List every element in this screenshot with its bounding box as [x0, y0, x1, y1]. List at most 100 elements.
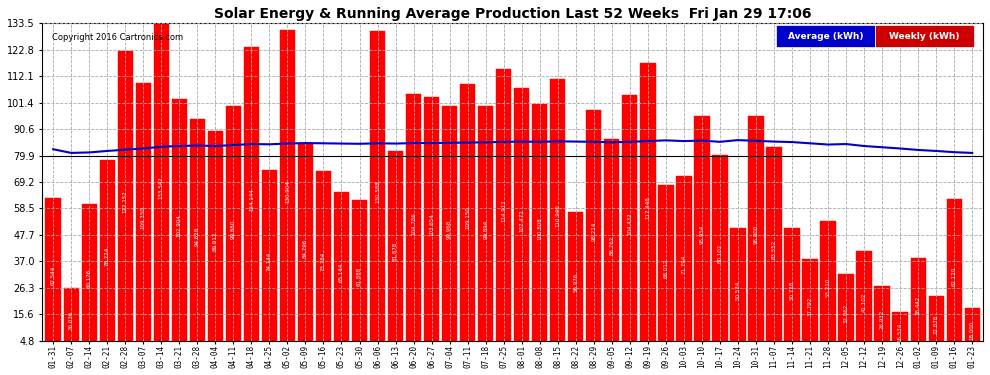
Bar	[839, 273, 853, 352]
Bar	[244, 46, 259, 352]
Text: 86.762: 86.762	[609, 236, 615, 255]
Bar	[153, 23, 169, 352]
Bar	[929, 296, 943, 352]
Text: 78.224: 78.224	[105, 246, 110, 266]
Text: 104.786: 104.786	[411, 212, 416, 235]
Bar	[784, 228, 800, 352]
Bar	[622, 95, 638, 352]
Bar	[712, 155, 728, 352]
Bar	[136, 83, 150, 352]
Bar	[334, 192, 349, 352]
Text: 96.000: 96.000	[753, 225, 758, 244]
Text: 110.940: 110.940	[555, 204, 560, 227]
Bar	[802, 260, 818, 352]
Bar	[118, 51, 133, 352]
Text: 74.144: 74.144	[267, 252, 272, 271]
Bar	[81, 204, 97, 352]
Bar	[641, 63, 655, 352]
Text: 100.808: 100.808	[538, 217, 543, 240]
Text: 71.794: 71.794	[681, 255, 686, 274]
Bar	[604, 139, 620, 352]
Bar	[893, 312, 908, 352]
Bar	[946, 200, 962, 352]
Text: 56.976: 56.976	[573, 273, 578, 292]
Text: Weekly (kWh): Weekly (kWh)	[889, 32, 959, 41]
Text: 26.036: 26.036	[68, 311, 73, 330]
Text: 53.210: 53.210	[826, 278, 831, 297]
Bar	[100, 160, 115, 352]
Bar	[208, 131, 223, 352]
Bar	[514, 88, 530, 352]
Text: 38.442: 38.442	[916, 296, 921, 315]
Bar	[316, 171, 331, 352]
Text: 130.904: 130.904	[285, 180, 290, 203]
Text: 61.888: 61.888	[357, 267, 362, 286]
Text: 130.588: 130.588	[375, 180, 380, 203]
Bar	[190, 119, 205, 352]
Bar	[748, 116, 763, 352]
Bar	[874, 286, 890, 352]
Bar	[63, 288, 79, 352]
Text: 95.954: 95.954	[699, 225, 705, 244]
Text: 99.968: 99.968	[447, 220, 452, 239]
Bar	[351, 200, 367, 352]
Text: 41.102: 41.102	[861, 292, 866, 312]
Bar	[388, 151, 403, 352]
Bar	[568, 212, 583, 352]
Bar	[478, 106, 493, 352]
Bar	[171, 99, 187, 352]
Text: 114.912: 114.912	[501, 200, 506, 222]
Text: 117.448: 117.448	[645, 196, 650, 219]
Text: 50.728: 50.728	[790, 280, 795, 300]
Text: Average (kWh): Average (kWh)	[788, 32, 863, 41]
Bar	[496, 69, 512, 352]
Text: 65.144: 65.144	[339, 262, 344, 282]
Text: 99.880: 99.880	[231, 220, 236, 239]
Text: 94.628: 94.628	[195, 226, 200, 246]
Text: 81.878: 81.878	[393, 242, 398, 261]
Bar	[731, 228, 745, 352]
Text: 73.784: 73.784	[321, 252, 326, 271]
Text: 22.878: 22.878	[934, 315, 939, 334]
Text: 60.176: 60.176	[87, 269, 92, 288]
Bar	[460, 84, 475, 352]
Text: Copyright 2016 Cartronics.com: Copyright 2016 Cartronics.com	[51, 33, 183, 42]
Text: 50.574: 50.574	[736, 280, 741, 300]
Bar	[550, 79, 565, 352]
Bar	[676, 176, 692, 352]
Title: Solar Energy & Running Average Production Last 52 Weeks  Fri Jan 29 17:06: Solar Energy & Running Average Productio…	[214, 7, 812, 21]
Text: 62.544: 62.544	[50, 266, 55, 285]
Bar	[261, 170, 277, 352]
Bar	[856, 251, 872, 352]
Bar	[964, 308, 980, 352]
Text: 102.904: 102.904	[177, 214, 182, 237]
Text: 37.792: 37.792	[808, 296, 813, 316]
Bar	[424, 97, 440, 352]
Text: 89.912: 89.912	[213, 232, 218, 251]
Bar	[46, 198, 60, 352]
Bar	[370, 31, 385, 352]
Text: 104.432: 104.432	[628, 213, 633, 235]
Text: 62.120: 62.120	[951, 266, 956, 286]
Text: 80.102: 80.102	[718, 244, 723, 264]
FancyBboxPatch shape	[776, 25, 875, 47]
Bar	[532, 104, 547, 352]
Text: 32.062: 32.062	[843, 303, 848, 323]
Text: 98.214: 98.214	[591, 222, 596, 241]
Bar	[658, 185, 673, 352]
Text: 103.654: 103.654	[429, 213, 434, 236]
Text: 68.012: 68.012	[663, 259, 668, 278]
Bar	[586, 111, 602, 352]
Bar	[694, 116, 710, 352]
Bar	[406, 94, 421, 352]
Text: 26.932: 26.932	[880, 310, 885, 329]
Text: 109.350: 109.350	[141, 207, 146, 229]
FancyBboxPatch shape	[875, 25, 973, 47]
Bar	[280, 30, 295, 352]
Text: 122.152: 122.152	[123, 190, 128, 213]
Text: 83.552: 83.552	[771, 240, 776, 259]
Text: 124.144: 124.144	[248, 188, 253, 211]
Bar	[766, 147, 782, 352]
Bar	[298, 144, 313, 352]
Bar	[911, 258, 926, 352]
